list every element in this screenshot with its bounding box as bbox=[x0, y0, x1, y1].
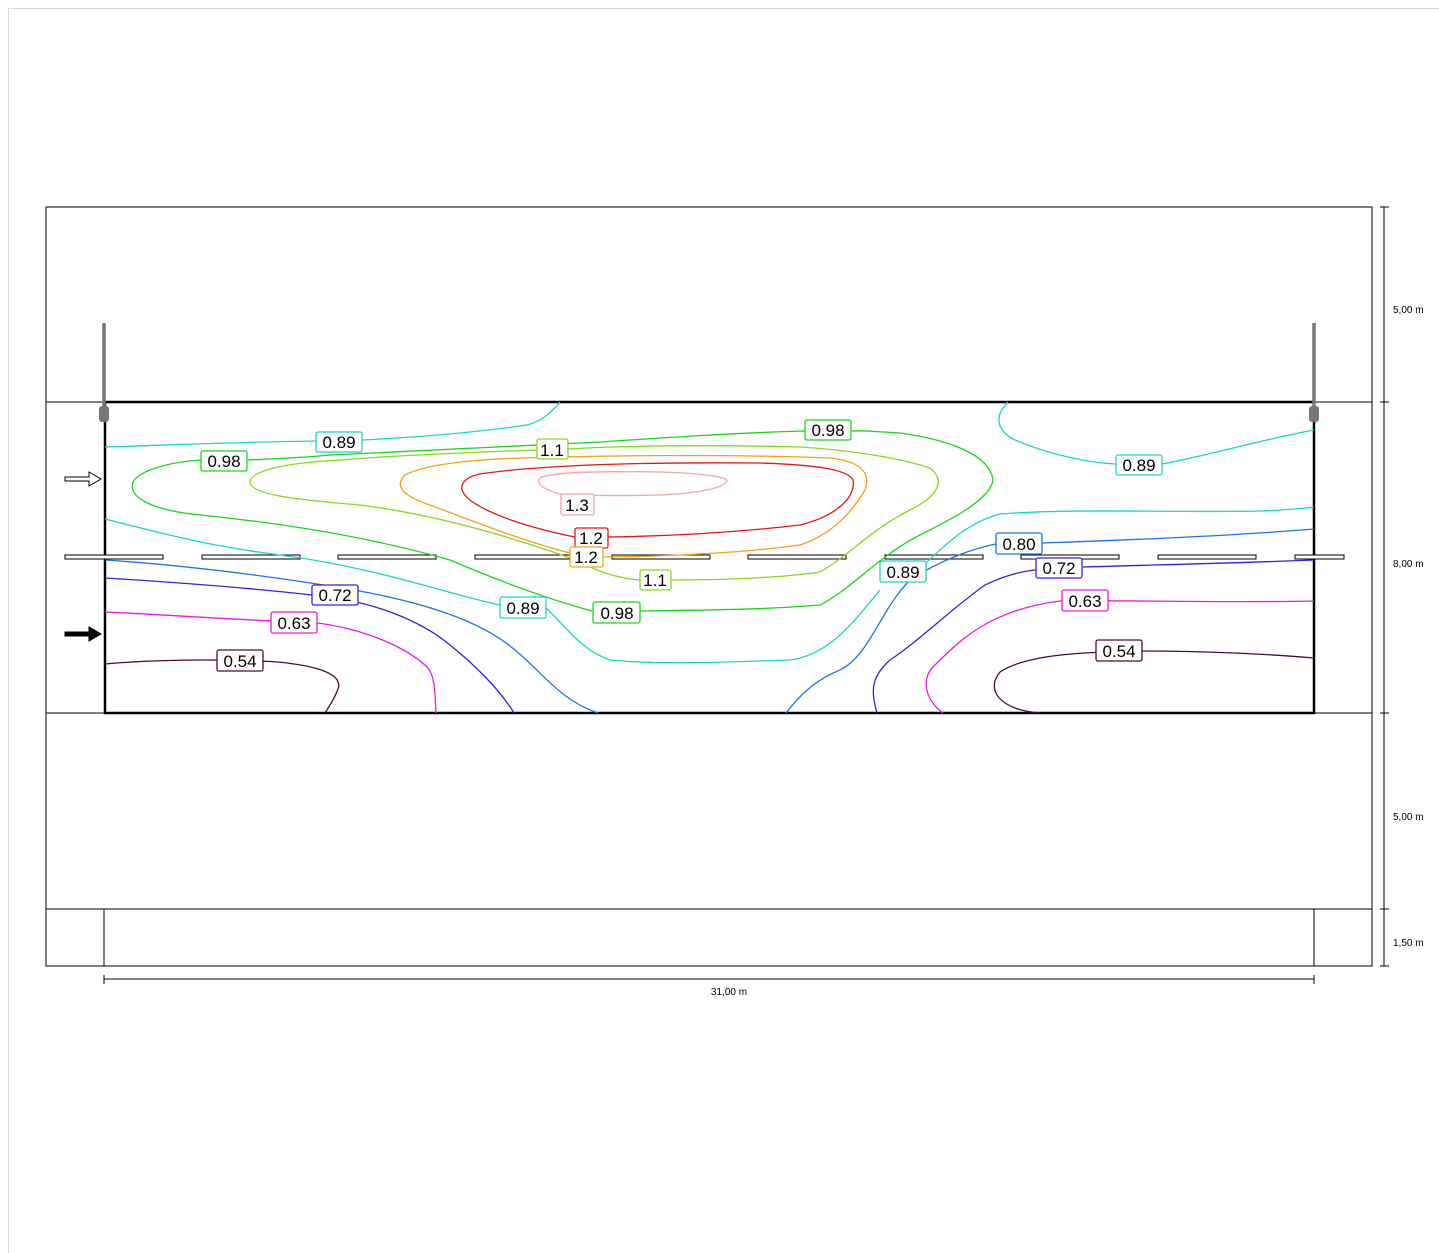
isoline-0.89-right bbox=[998, 401, 1315, 465]
label-0.89-mid-right: 0.89 bbox=[879, 560, 927, 583]
label-text: 0.63 bbox=[277, 614, 310, 633]
label-text: 0.89 bbox=[506, 599, 539, 618]
label-text: 1.1 bbox=[643, 571, 667, 590]
label-text: 0.89 bbox=[886, 563, 919, 582]
label-0.98-right: 0.98 bbox=[804, 419, 852, 441]
label-0.63-right: 0.63 bbox=[1061, 589, 1109, 612]
label-0.98-left: 0.98 bbox=[200, 450, 248, 472]
label-text: 0.54 bbox=[223, 652, 256, 671]
isoline-0.80-left bbox=[104, 559, 599, 714]
luminaire-pole-left bbox=[99, 323, 109, 422]
label-text: 0.63 bbox=[1068, 592, 1101, 611]
isoline-1.2-red bbox=[461, 462, 854, 538]
label-1.2-red: 1.2 bbox=[574, 527, 609, 549]
lane-marking bbox=[64, 554, 1345, 560]
label-text: 0.54 bbox=[1102, 642, 1135, 661]
label-0.89-top: 0.89 bbox=[315, 431, 363, 453]
label-text: 0.98 bbox=[207, 452, 240, 471]
label-0.98-bottom: 0.98 bbox=[592, 601, 641, 624]
isoline-0.54-left bbox=[104, 659, 340, 714]
dimension-road-bottom: 5,00 m bbox=[1393, 812, 1424, 823]
isoline-0.89-top bbox=[104, 401, 561, 448]
label-0.54-left: 0.54 bbox=[216, 649, 264, 672]
lane-dash bbox=[64, 554, 164, 560]
label-0.89-right: 0.89 bbox=[1115, 454, 1163, 476]
label-text: 1.1 bbox=[540, 441, 564, 460]
isoline-0.72-right bbox=[872, 567, 1061, 714]
isolines bbox=[104, 401, 1315, 714]
isoline-0.98 bbox=[131, 430, 994, 612]
dimension-total-length: 31,00 m bbox=[711, 987, 747, 998]
dimension-road-top: 5,00 m bbox=[1393, 305, 1424, 316]
lane-dash bbox=[474, 554, 574, 560]
lane-dash bbox=[337, 554, 437, 560]
lane-dash bbox=[201, 554, 301, 560]
isoline-0.63-left bbox=[104, 611, 437, 714]
label-1.1-top: 1.1 bbox=[536, 438, 569, 460]
isoline-0.89-middle bbox=[104, 506, 1315, 664]
label-0.89-mid-left: 0.89 bbox=[499, 596, 547, 619]
dimension-area-depth: 8,00 m bbox=[1393, 559, 1424, 570]
isoline-0.72-right-2 bbox=[1082, 559, 1315, 568]
label-text: 0.98 bbox=[600, 604, 633, 623]
page-frame bbox=[8, 8, 1439, 1253]
label-text: 0.72 bbox=[318, 586, 351, 605]
isoline-0.63-right bbox=[925, 600, 1315, 714]
label-0.80: 0.80 bbox=[995, 532, 1043, 555]
lane-dash bbox=[747, 554, 847, 560]
dimension-sidewalk: 1,50 m bbox=[1393, 938, 1424, 949]
label-0.54-right: 0.54 bbox=[1095, 639, 1143, 662]
label-0.72-right: 0.72 bbox=[1035, 557, 1083, 579]
label-text: 0.72 bbox=[1042, 559, 1075, 578]
label-text: 0.89 bbox=[322, 433, 355, 452]
label-text: 0.80 bbox=[1002, 535, 1035, 554]
label-text: 1.2 bbox=[579, 529, 603, 548]
lane-dash bbox=[1157, 554, 1257, 560]
horizontal-dimension bbox=[103, 975, 1315, 984]
vertical-dimension bbox=[1380, 206, 1389, 967]
label-text: 1.3 bbox=[565, 496, 589, 515]
label-0.72-left: 0.72 bbox=[311, 584, 359, 606]
label-text: 1.2 bbox=[574, 548, 598, 567]
lane-dash bbox=[1294, 554, 1345, 560]
isoline-0.54-right bbox=[993, 650, 1315, 714]
label-1.1-bottom: 1.1 bbox=[639, 569, 672, 591]
label-text: 0.89 bbox=[1122, 456, 1155, 475]
label-1.3: 1.3 bbox=[560, 493, 595, 516]
label-text: 0.98 bbox=[811, 421, 844, 440]
traffic-direction-arrow-solid bbox=[64, 626, 102, 642]
isoline-0.72-left bbox=[104, 577, 515, 714]
label-1.2-orange: 1.2 bbox=[569, 546, 604, 568]
isoline-1.2-orange bbox=[399, 454, 868, 558]
isoline-0.80-right bbox=[785, 543, 997, 714]
isoline-1.3 bbox=[538, 471, 728, 497]
label-0.63-left: 0.63 bbox=[270, 611, 318, 634]
drawing-border bbox=[45, 206, 1373, 967]
contour-labels: 0.89 0.98 1.1 0.98 0.89 1.3 1.2 1.2 bbox=[200, 419, 1163, 672]
traffic-direction-arrow-hollow bbox=[64, 471, 102, 487]
luminaire-pole-right bbox=[1309, 323, 1319, 422]
isoline-0.80-right-2 bbox=[1041, 528, 1315, 544]
